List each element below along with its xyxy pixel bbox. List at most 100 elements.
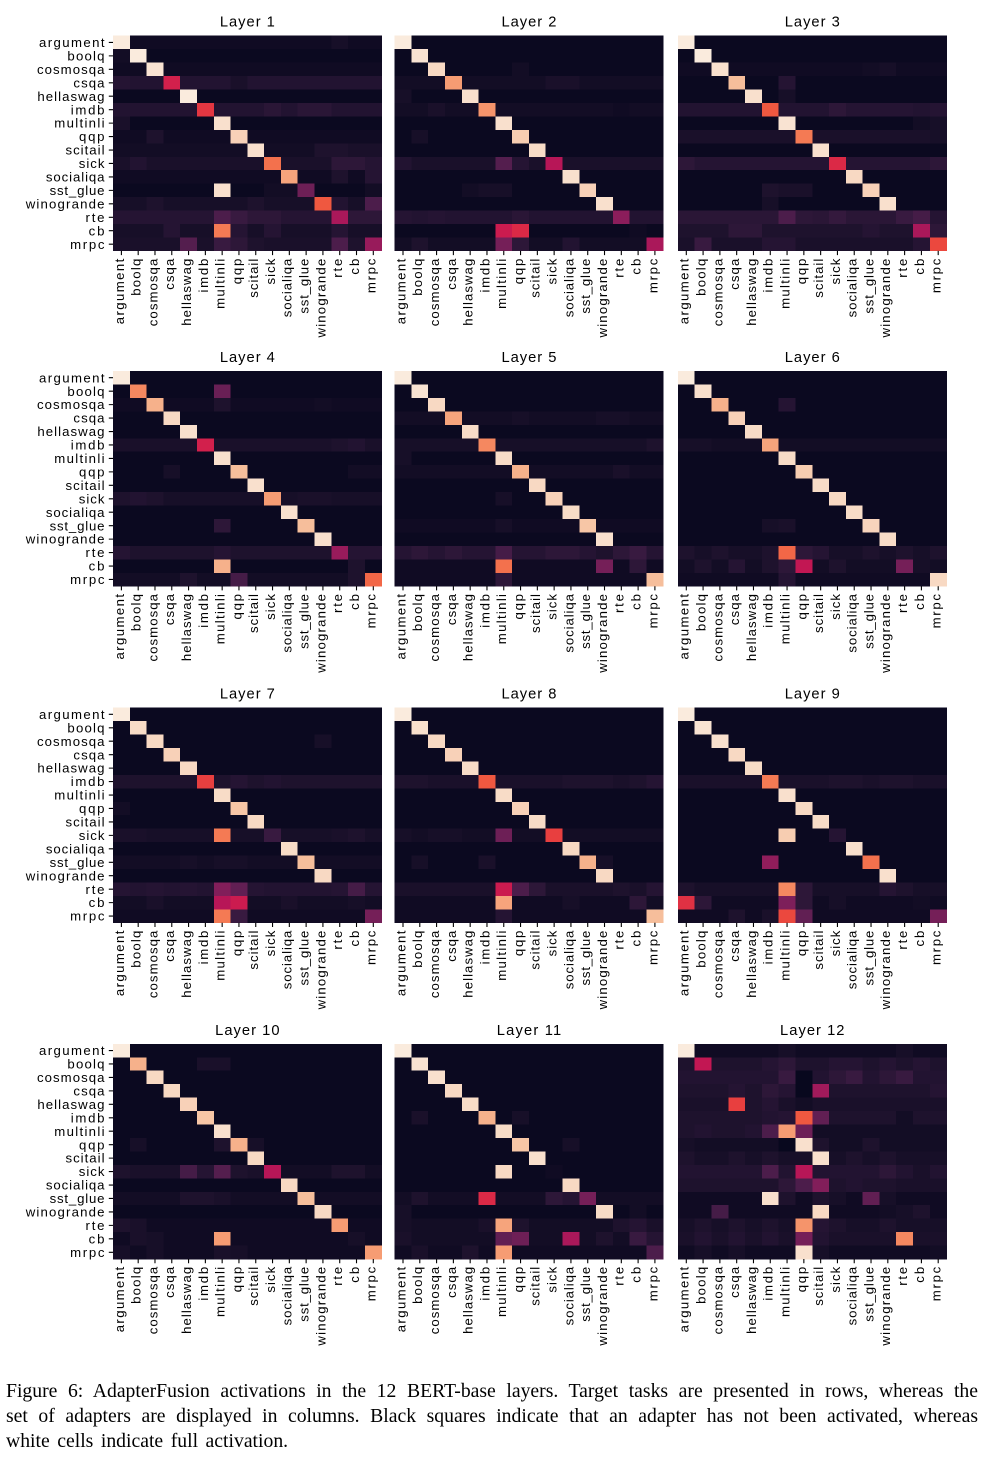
svg-text:sick: sick	[263, 930, 278, 956]
svg-text:socialiqa: socialiqa	[280, 258, 295, 317]
svg-text:boolq: boolq	[693, 1267, 708, 1304]
svg-text:imdb: imdb	[196, 259, 211, 293]
svg-text:Layer 9: Layer 9	[785, 687, 840, 703]
svg-text:sick: sick	[545, 258, 560, 284]
svg-text:multinli: multinli	[494, 931, 509, 981]
svg-text:rte: rte	[895, 1267, 910, 1286]
svg-text:scitail: scitail	[811, 1267, 826, 1306]
svg-text:sst_glue: sst_glue	[50, 1191, 105, 1206]
svg-text:cb: cb	[347, 1267, 362, 1283]
svg-text:qqp: qqp	[511, 931, 526, 957]
svg-text:multinli: multinli	[494, 594, 509, 644]
svg-text:sick: sick	[263, 258, 278, 284]
svg-text:sst_glue: sst_glue	[50, 855, 105, 870]
svg-text:winogrande: winogrande	[313, 594, 328, 674]
svg-text:mrpc: mrpc	[645, 930, 660, 965]
svg-text:csqa: csqa	[727, 930, 742, 962]
svg-text:rte: rte	[330, 931, 345, 950]
svg-text:cosmosqa: cosmosqa	[145, 258, 160, 326]
svg-text:winogrande: winogrande	[878, 259, 893, 339]
svg-text:boolq: boolq	[693, 259, 708, 296]
svg-text:imdb: imdb	[761, 931, 776, 965]
svg-text:socialiqa: socialiqa	[561, 1266, 576, 1325]
svg-text:sst_glue: sst_glue	[578, 259, 593, 314]
svg-text:socialiqa: socialiqa	[46, 505, 105, 520]
svg-text:csqa: csqa	[444, 258, 459, 290]
svg-text:scitail: scitail	[528, 259, 543, 298]
svg-text:rte: rte	[612, 259, 627, 278]
svg-text:sick: sick	[828, 1266, 843, 1292]
svg-text:hellaswag: hellaswag	[461, 259, 476, 326]
svg-text:mrpc: mrpc	[70, 1245, 105, 1260]
svg-text:multinli: multinli	[777, 259, 792, 309]
svg-text:winogrande: winogrande	[595, 594, 610, 674]
svg-text:winogrande: winogrande	[313, 259, 328, 339]
svg-text:Layer 12: Layer 12	[780, 1023, 844, 1039]
svg-text:csqa: csqa	[73, 747, 105, 762]
svg-text:mrpc: mrpc	[929, 258, 944, 293]
svg-text:cosmosqa: cosmosqa	[710, 593, 725, 661]
svg-text:qqp: qqp	[79, 1137, 105, 1152]
svg-text:qqp: qqp	[229, 931, 244, 957]
svg-text:winogrande: winogrande	[595, 931, 610, 1011]
svg-text:multinli: multinli	[213, 594, 228, 644]
svg-text:winogrande: winogrande	[313, 1267, 328, 1347]
svg-text:boolq: boolq	[410, 1267, 425, 1304]
svg-text:socialiqa: socialiqa	[561, 593, 576, 652]
svg-text:argument: argument	[677, 1266, 692, 1332]
svg-text:multinli: multinli	[54, 116, 104, 131]
svg-text:sick: sick	[79, 156, 105, 171]
svg-text:qqp: qqp	[794, 259, 809, 285]
svg-text:winogrande: winogrande	[25, 196, 105, 211]
svg-text:boolq: boolq	[67, 720, 104, 735]
svg-text:boolq: boolq	[67, 1057, 104, 1072]
svg-text:mrpc: mrpc	[645, 1266, 660, 1301]
svg-text:sick: sick	[79, 1164, 105, 1179]
svg-text:rte: rte	[330, 594, 345, 613]
svg-text:Layer 4: Layer 4	[220, 350, 275, 366]
svg-text:cb: cb	[347, 594, 362, 610]
svg-text:imdb: imdb	[477, 931, 492, 965]
svg-text:scitail: scitail	[811, 259, 826, 298]
svg-text:csqa: csqa	[444, 1266, 459, 1298]
svg-text:winogrande: winogrande	[878, 931, 893, 1011]
svg-text:scitail: scitail	[528, 594, 543, 633]
svg-text:argument: argument	[677, 258, 692, 324]
svg-text:boolq: boolq	[129, 259, 144, 296]
svg-text:csqa: csqa	[444, 930, 459, 962]
svg-text:qqp: qqp	[79, 129, 105, 144]
svg-text:sick: sick	[263, 1266, 278, 1292]
svg-text:argument: argument	[112, 258, 127, 324]
svg-text:boolq: boolq	[67, 48, 104, 63]
svg-text:winogrande: winogrande	[25, 1205, 105, 1220]
svg-text:sick: sick	[828, 930, 843, 956]
svg-text:socialiqa: socialiqa	[280, 930, 295, 989]
svg-text:cosmosqa: cosmosqa	[37, 734, 105, 749]
svg-text:argument: argument	[677, 594, 692, 660]
svg-text:imdb: imdb	[761, 1267, 776, 1301]
svg-text:cosmosqa: cosmosqa	[37, 62, 105, 77]
svg-text:winogrande: winogrande	[595, 1267, 610, 1347]
svg-text:cb: cb	[629, 259, 644, 275]
svg-text:Layer 11: Layer 11	[497, 1023, 561, 1039]
svg-text:cosmosqa: cosmosqa	[427, 930, 442, 998]
svg-text:socialiqa: socialiqa	[845, 1266, 860, 1325]
svg-text:argument: argument	[39, 370, 105, 385]
svg-text:socialiqa: socialiqa	[561, 258, 576, 317]
svg-text:rte: rte	[895, 594, 910, 613]
svg-text:mrpc: mrpc	[70, 909, 105, 924]
svg-text:scitail: scitail	[66, 478, 105, 493]
svg-text:cosmosqa: cosmosqa	[37, 397, 105, 412]
svg-text:socialiqa: socialiqa	[280, 1266, 295, 1325]
svg-text:multinli: multinli	[777, 594, 792, 644]
svg-text:hellaswag: hellaswag	[179, 259, 194, 326]
svg-text:multinli: multinli	[54, 1124, 104, 1139]
svg-text:winogrande: winogrande	[313, 931, 328, 1011]
svg-text:sst_glue: sst_glue	[297, 259, 312, 314]
svg-text:imdb: imdb	[761, 594, 776, 628]
svg-text:mrpc: mrpc	[929, 594, 944, 629]
svg-text:imdb: imdb	[477, 259, 492, 293]
svg-text:imdb: imdb	[196, 594, 211, 628]
svg-text:mrpc: mrpc	[645, 594, 660, 629]
svg-text:hellaswag: hellaswag	[744, 259, 759, 326]
